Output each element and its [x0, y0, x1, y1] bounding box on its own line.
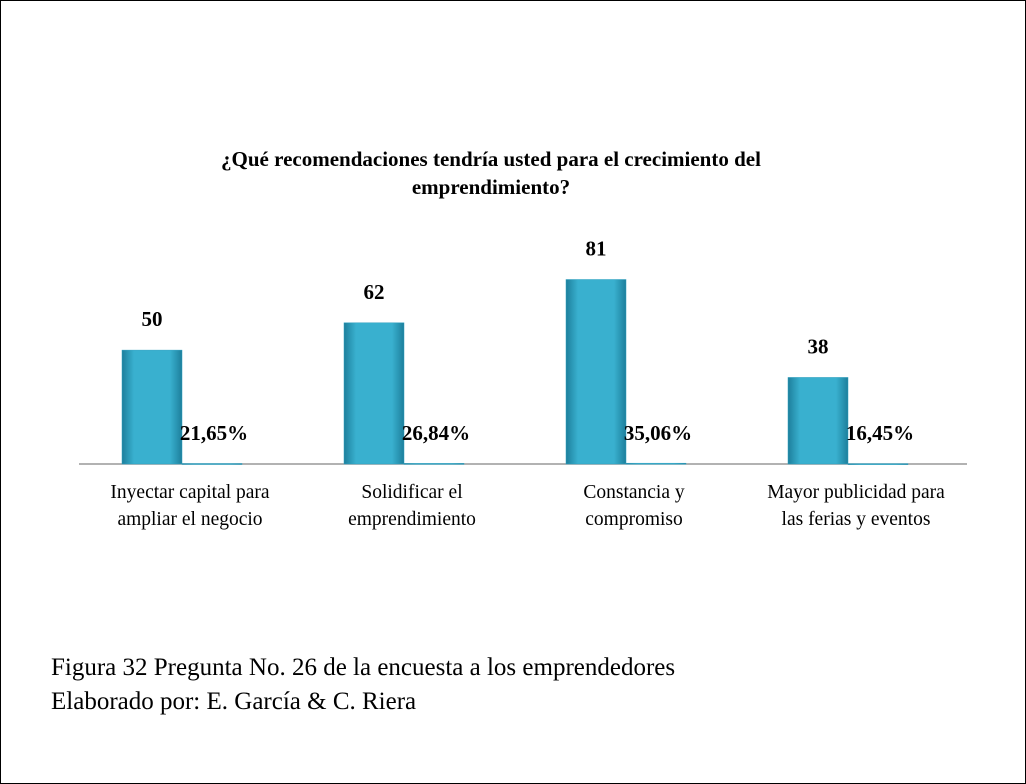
bar — [625, 462, 687, 465]
caption: Elaborado por: E. García & C. Riera — [51, 688, 417, 715]
data-label: 50 — [142, 307, 163, 331]
x-tick-label: Solidificar el emprendimiento — [348, 482, 476, 530]
data-label: 62 — [364, 280, 385, 304]
bar — [121, 349, 183, 465]
data-label: 16,45% — [846, 421, 914, 445]
bar — [565, 279, 627, 465]
data-label: 21,65% — [180, 421, 248, 445]
bar — [847, 463, 909, 465]
chart-title: ¿Qué recomendaciones tendría usted para … — [221, 147, 761, 199]
caption: Figura 32 Pregunta No. 26 de la encuesta… — [51, 654, 676, 681]
data-label: 38 — [808, 334, 829, 358]
data-label: 81 — [586, 237, 607, 261]
bar — [787, 377, 849, 465]
x-tick-label: Inyectar capital para ampliar el negocio — [110, 482, 270, 530]
bar — [403, 463, 465, 465]
data-label: 35,06% — [624, 421, 692, 445]
data-label: 26,84% — [402, 421, 470, 445]
x-tick-label: Mayor publicidad para las ferias y event… — [767, 482, 945, 530]
bar — [343, 322, 405, 465]
bar — [181, 463, 243, 465]
x-tick-label: Constancia y compromiso — [583, 482, 685, 530]
